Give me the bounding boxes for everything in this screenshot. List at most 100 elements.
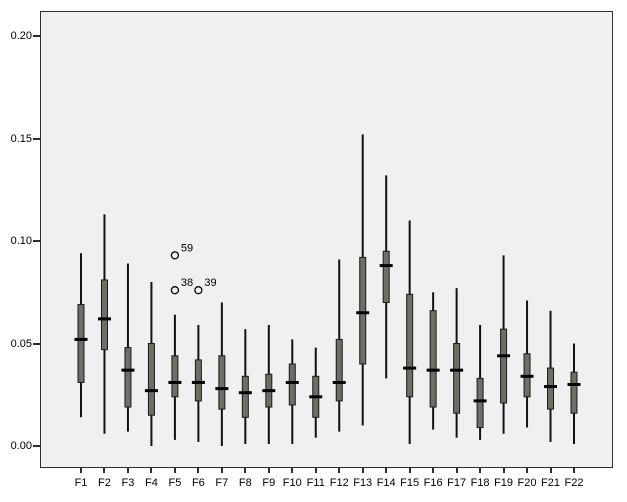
- x-tick-mark: [338, 468, 341, 473]
- boxplot-glyph-F1: [74, 253, 88, 418]
- boxplot-canvas: 38 59 39: [74, 134, 581, 446]
- x-tick-label-F6: F6: [191, 477, 205, 489]
- x-tick-label-F2: F2: [98, 477, 111, 489]
- median-mark: [215, 387, 229, 391]
- x-tick-mark: [455, 468, 458, 473]
- x-tick-mark: [173, 468, 176, 473]
- median-mark: [567, 383, 581, 386]
- y-tick-label: 0.10: [10, 235, 32, 247]
- x-tick-mark: [314, 468, 317, 473]
- median-mark: [285, 380, 299, 384]
- boxplot-glyph-F16: [426, 292, 440, 430]
- boxplot-glyph-F18: [473, 325, 487, 440]
- x-tick-label-F22: F22: [564, 477, 584, 489]
- outlier-point: [170, 251, 180, 260]
- x-tick-label-F5: F5: [168, 477, 182, 489]
- x-tick-mark: [244, 468, 247, 473]
- x-tick-mark: [197, 468, 200, 473]
- median-mark: [544, 385, 558, 389]
- x-tick-mark: [150, 468, 153, 473]
- median-mark: [520, 374, 534, 378]
- x-tick-label-F1: F1: [74, 477, 88, 489]
- median-mark: [191, 380, 205, 384]
- x-tick-label-F17: F17: [447, 477, 467, 489]
- boxplot-glyph-F11: [309, 347, 323, 438]
- x-tick-mark: [432, 468, 435, 473]
- x-tick-mark: [408, 468, 411, 473]
- y-tick-mark: [33, 137, 40, 140]
- x-tick-label-F3: F3: [121, 477, 135, 489]
- boxplot-glyph-F21: [544, 310, 558, 442]
- boxplot-glyph-F17: [450, 288, 464, 438]
- x-tick-mark: [572, 468, 575, 473]
- outlier-point: [194, 286, 203, 295]
- median-mark: [238, 391, 252, 395]
- boxplot-glyph-F5: 38 59: [168, 242, 193, 440]
- x-tick-label-F11: F11: [306, 477, 325, 489]
- median-mark: [262, 389, 276, 393]
- median-mark: [168, 380, 182, 384]
- median-mark: [356, 311, 370, 315]
- median-mark: [309, 395, 323, 399]
- x-tick-mark: [103, 468, 106, 473]
- x-tick-mark: [385, 468, 388, 473]
- boxplot-glyph-F13: [356, 134, 370, 426]
- y-tick-label: 0.05: [10, 337, 32, 350]
- x-tick-mark: [126, 468, 129, 473]
- median-mark: [379, 264, 393, 268]
- x-tick-label-F7: F7: [215, 477, 229, 489]
- x-tick-label-F13: F13: [353, 477, 373, 489]
- plot-area: [40, 11, 613, 468]
- boxplot-glyph-F14: [379, 175, 393, 379]
- outlier-point: [170, 286, 180, 295]
- boxplot-glyph-F12: [332, 259, 346, 432]
- x-tick-label-F15: F15: [400, 477, 420, 489]
- x-tick-mark: [479, 468, 482, 473]
- y-tick-mark: [33, 342, 40, 345]
- x-tick-label-F16: F16: [423, 477, 443, 489]
- x-tick-label-F21: F21: [541, 477, 560, 489]
- median-mark: [403, 366, 417, 370]
- x-tick-mark: [502, 468, 505, 473]
- x-tick-label-F12: F12: [329, 477, 349, 489]
- y-tick-mark: [33, 240, 40, 242]
- x-tick-mark: [80, 468, 82, 473]
- median-mark: [74, 337, 88, 341]
- boxplot-glyph-F7: [215, 302, 229, 446]
- x-tick-label-F19: F19: [494, 477, 514, 489]
- outlier-label: 39: [204, 277, 216, 289]
- x-tick-mark: [291, 468, 294, 473]
- median-mark: [121, 368, 135, 372]
- x-tick-label-F18: F18: [470, 477, 490, 489]
- x-tick-mark: [526, 468, 529, 473]
- x-tick-label-F14: F14: [376, 477, 396, 489]
- boxplot-glyph-F4: [144, 282, 158, 446]
- boxplot-glyph-F3: [121, 263, 135, 432]
- boxplot-glyph-F15: [403, 220, 417, 444]
- x-tick-label-F10: F10: [282, 477, 302, 489]
- median-mark: [97, 317, 111, 321]
- boxplot-glyph-F6: 39: [191, 277, 217, 442]
- y-tick-label: 0.20: [10, 30, 32, 42]
- median-mark: [497, 354, 511, 358]
- outlier-label: 38: [181, 277, 193, 289]
- median-mark: [473, 399, 487, 403]
- x-tick-label-F4: F4: [145, 477, 158, 489]
- x-tick-mark: [220, 468, 223, 473]
- median-mark: [144, 389, 158, 393]
- boxplot-glyph-F10: [285, 339, 299, 444]
- x-tick-mark: [267, 468, 270, 473]
- median-mark: [450, 368, 464, 372]
- x-tick-mark: [549, 468, 552, 473]
- boxplot-glyph-F9: [262, 325, 276, 444]
- median-mark: [426, 368, 440, 372]
- boxplot-glyph-F20: [520, 300, 534, 428]
- boxplot-glyph-F2: [97, 214, 111, 434]
- boxplot-glyph-F8: [238, 329, 252, 444]
- outlier-label: 59: [181, 242, 193, 254]
- x-tick-label-F9: F9: [262, 477, 276, 489]
- x-tick-mark: [361, 468, 364, 473]
- x-tick-label-F8: F8: [238, 477, 252, 489]
- y-tick-mark: [33, 445, 40, 447]
